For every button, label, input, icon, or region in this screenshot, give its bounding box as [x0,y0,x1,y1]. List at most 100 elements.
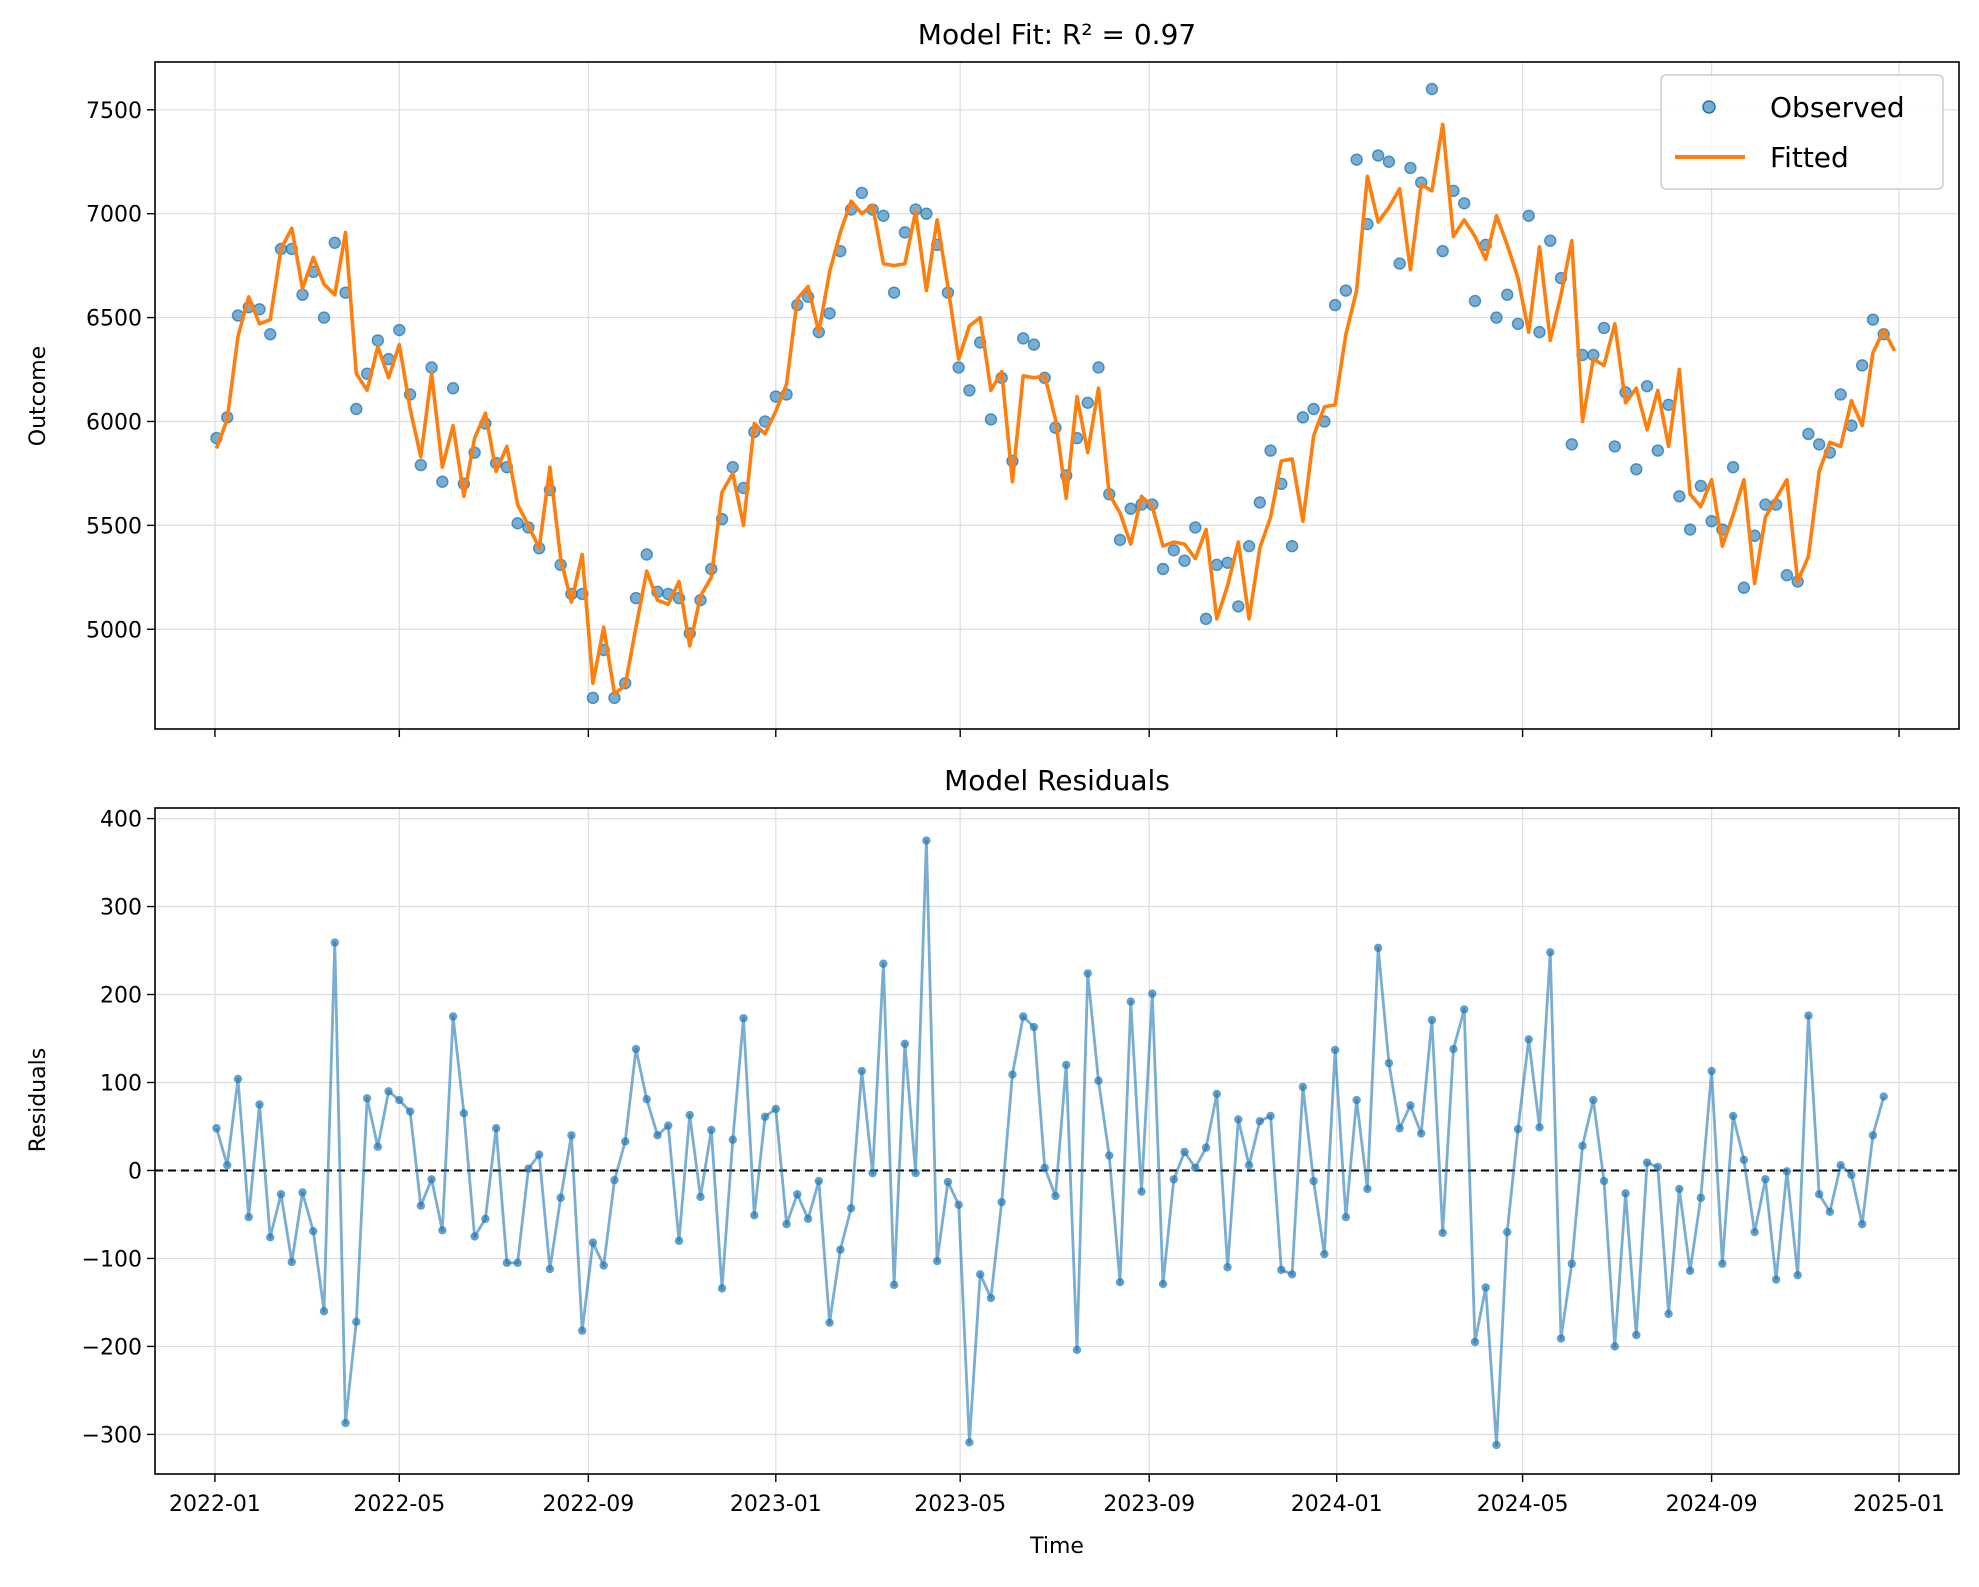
observed-point [1608,440,1621,453]
observed-point [1210,558,1224,572]
residual-point [728,1135,737,1144]
top-y-tick-label: 5000 [86,618,142,643]
residual-point [1460,1005,1469,1014]
fitted-line [214,122,1897,696]
observed-point [1199,612,1213,626]
observed-point [1436,244,1449,258]
top-series-layer [210,82,1897,705]
observed-point [877,209,890,222]
residual-point [1728,1111,1738,1121]
residual-point [502,1258,512,1268]
bottom-x-tick-label: 2023-09 [1103,1492,1195,1517]
residual-point [1072,1345,1082,1355]
observed-point [1404,161,1417,175]
residual-point [868,1168,877,1178]
residual-point [276,1190,286,1199]
residual-point [1427,1015,1437,1025]
model-residuals-title: Model Residuals [944,764,1170,797]
observed-point [1511,317,1525,331]
residual-point [1771,1275,1781,1284]
residual-point [1363,1184,1372,1194]
observed-point [586,691,600,705]
top-y-axis-label: Outcome [26,346,51,446]
residual-point [1653,1162,1663,1172]
residual-point [1115,1278,1125,1287]
residual-point [1610,1342,1619,1351]
observed-point [887,286,901,299]
model-fit-title: Model Fit: R² = 0.97 [918,18,1196,51]
observed-point [1565,438,1578,451]
observed-point [1371,149,1385,162]
residual-point [1201,1143,1211,1152]
residual-point [266,1233,275,1242]
observed-point [1328,298,1342,312]
bottom-x-tick-label: 2025-01 [1853,1492,1945,1517]
residual-point [1578,1141,1587,1151]
bottom-x-tick-label: 2024-01 [1291,1492,1383,1517]
observed-point [1522,209,1535,222]
residual-point [739,1014,748,1023]
bottom-axis-ticks: −300 −200 −100 0 100 200 300 400 2022-01 2022-05 2… [82,808,1945,1517]
bottom-x-tick-label: 2023-05 [914,1492,1006,1517]
observed-point [1156,562,1170,576]
observed-point [1253,496,1267,509]
observed-point [264,328,277,341]
residual-point [1632,1330,1641,1340]
residual-point [879,959,888,968]
residual-point [922,836,931,845]
bottom-y-tick-label: 100 [100,1071,142,1096]
residual-point [438,1226,447,1235]
residual-point [1664,1309,1673,1319]
residual-point [599,1261,608,1270]
bottom-x-tick-label: 2024-05 [1477,1492,1569,1517]
bottom-series-layer [212,836,1888,1450]
residual-point [1148,989,1157,998]
residual-point [696,1192,705,1202]
residual-point [405,1107,415,1116]
observed-point [1027,338,1041,351]
residual-point [1330,1045,1340,1055]
residual-point [1879,1092,1888,1101]
residual-point [459,1109,469,1118]
legend-fitted-label: Fitted [1770,141,1849,174]
residual-point [1373,943,1383,953]
residual-point [932,1256,942,1266]
residual-point [1223,1263,1232,1272]
bottom-y-tick-label: 200 [100,984,142,1009]
residual-point [1158,1279,1168,1289]
residual-point [1018,1012,1028,1021]
residual-point [287,1257,296,1267]
residual-point [1341,1212,1351,1222]
observed-point [1533,325,1546,339]
observed-point [446,382,460,395]
observed-point [1501,288,1514,301]
residual-point [1804,1011,1813,1020]
residual-point [760,1112,770,1122]
legend: Observed Fitted [1660,74,1944,190]
bottom-x-tick-label: 2022-05 [353,1492,445,1517]
x-axis-label: Time [1029,1534,1084,1559]
bottom-y-axis-label: Residuals [26,1048,51,1152]
observed-point [1694,479,1708,493]
residual-point [1481,1283,1490,1292]
residual-point [1040,1163,1049,1173]
residual-point [889,1280,899,1290]
residual-point [707,1125,716,1135]
bottom-x-tick-label: 2023-01 [730,1492,822,1517]
observed-point [1393,257,1406,270]
bottom-x-tick-label: 2022-01 [169,1492,261,1517]
residual-point [1718,1259,1727,1268]
residual-point [642,1095,651,1104]
bottom-y-tick-label: −200 [82,1335,142,1360]
residual-point [846,1204,856,1213]
residual-point [1675,1184,1684,1194]
residual-point [1298,1082,1308,1092]
observed-point [1673,490,1686,503]
residual-point [771,1104,780,1114]
observed-point [1189,521,1202,534]
residual-point [1169,1175,1178,1184]
residual-point [1180,1147,1189,1157]
residual-point [1707,1066,1716,1076]
observed-point [371,334,385,347]
observed-point [1866,313,1880,326]
